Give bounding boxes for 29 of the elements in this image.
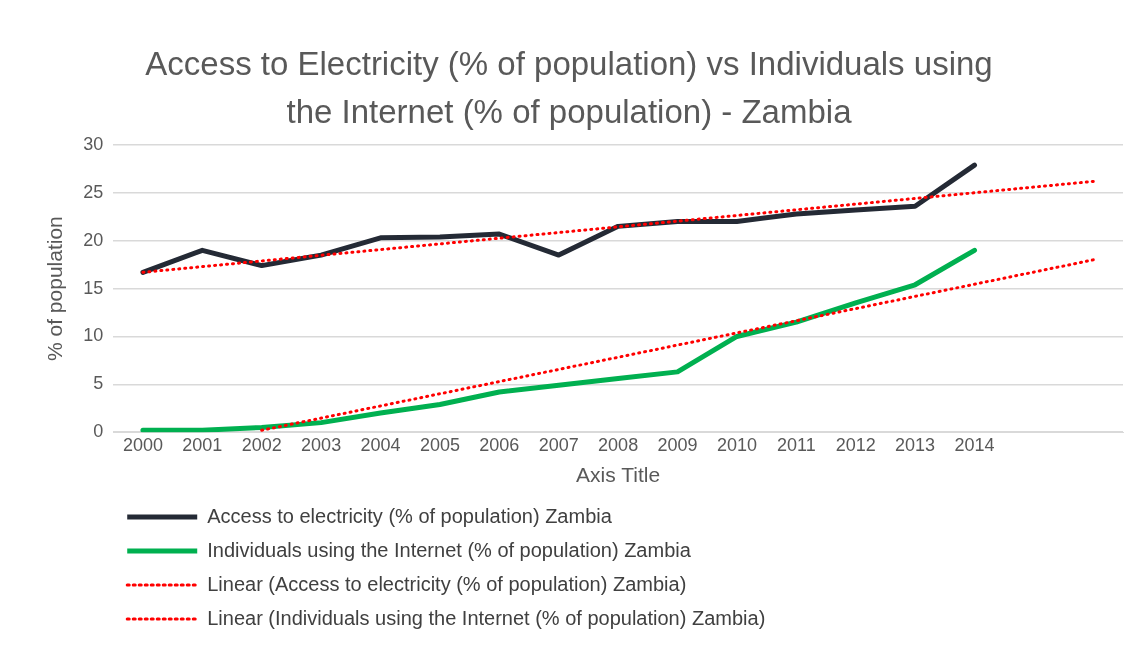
y-tick-label: 15 (83, 277, 104, 298)
x-tick-label: 2004 (360, 434, 401, 455)
x-tick-label: 2006 (479, 434, 520, 455)
x-tick-label: 2014 (954, 434, 995, 455)
legend-label: Individuals using the Internet (% of population) Zambia (207, 538, 692, 561)
x-axis-title: Axis Title (576, 463, 661, 487)
legend-label: Access to electricity (% of population) Zambia (207, 504, 613, 527)
chart-title: Access to Electricity (% of population) vs Individuals using the Internet (% of population) - Zambia (144, 44, 994, 132)
y-tick-label: 0 (93, 421, 104, 442)
legend-label: Linear (Access to electricity (% of population) Zambia) (207, 572, 687, 595)
y-tick-label: 30 (83, 133, 104, 154)
x-tick-label: 2010 (716, 434, 757, 455)
x-tick-label: 2012 (835, 434, 876, 455)
y-tick-label: 5 (93, 373, 104, 394)
x-tick-label: 2011 (776, 434, 816, 455)
x-tick-label: 2000 (122, 434, 163, 455)
x-tick-label: 2009 (657, 434, 698, 455)
y-tick-label: 10 (83, 325, 104, 346)
y-tick-label: 25 (83, 181, 104, 202)
y-axis-title: % of population (43, 216, 67, 361)
x-tick-label: 2003 (301, 434, 342, 455)
legend-label: Linear (Individuals using the Internet (% of population) Zambia) (207, 606, 766, 629)
y-tick-label: 20 (83, 229, 104, 250)
x-tick-label: 2002 (241, 434, 282, 455)
x-tick-label: 2005 (419, 434, 460, 455)
x-tick-label: 2007 (538, 434, 579, 455)
x-tick-label: 2008 (598, 434, 639, 455)
x-tick-label: 2013 (895, 434, 936, 455)
x-tick-label: 2001 (182, 434, 223, 455)
